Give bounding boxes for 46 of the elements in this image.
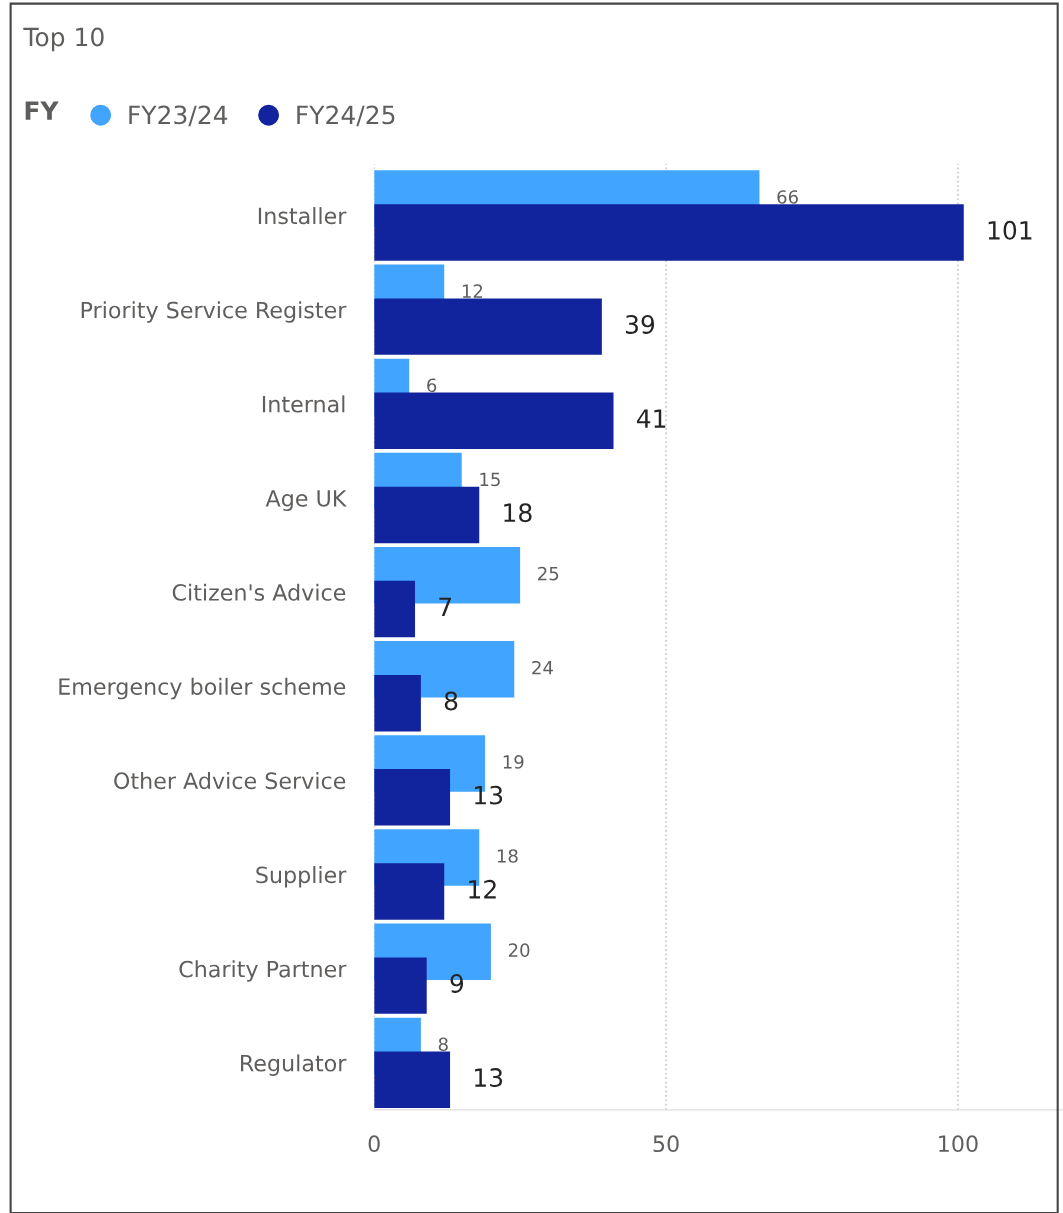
bar <box>374 957 427 1014</box>
data-label: 7 <box>439 597 452 616</box>
bar <box>374 392 614 450</box>
legend-title: FY <box>25 101 59 120</box>
bar <box>374 486 480 544</box>
data-label: 25 <box>538 566 559 581</box>
y-tick-label: Internal <box>262 395 345 413</box>
data-label: 15 <box>480 472 500 487</box>
x-tick-label: 0 <box>368 1135 380 1153</box>
y-tick-label: Emergency boiler scheme <box>59 677 346 700</box>
bar <box>374 204 964 261</box>
bar <box>374 298 602 355</box>
data-label: 39 <box>625 314 655 334</box>
y-tick-label: Priority Service Register <box>81 301 347 323</box>
x-tick-label: 50 <box>653 1135 679 1153</box>
y-tick-label: Regulator <box>241 1054 347 1076</box>
data-label: 18 <box>497 849 518 863</box>
bar <box>374 580 416 638</box>
data-label: 66 <box>777 190 798 204</box>
data-label: 24 <box>532 660 553 675</box>
y-tick-label: Supplier <box>256 866 347 888</box>
data-label: 41 <box>636 409 666 428</box>
data-label: 12 <box>462 284 483 298</box>
bar <box>374 769 451 826</box>
bar <box>374 1051 451 1109</box>
bar <box>374 674 421 732</box>
data-label: 13 <box>475 785 503 805</box>
legend-label: FY24/25 <box>297 105 395 127</box>
data-label: 18 <box>504 503 532 523</box>
bar <box>374 863 445 920</box>
text: Top 10 <box>23 27 104 52</box>
x-tick-label: 100 <box>939 1135 978 1153</box>
data-label: 8 <box>438 1037 448 1052</box>
y-tick-label: Other Advice Service <box>114 771 346 790</box>
data-label: 12 <box>469 879 496 899</box>
data-label: 6 <box>427 378 437 393</box>
y-tick-label: Installer <box>258 207 347 225</box>
legend-label: FY23/24 <box>129 105 228 127</box>
data-label: 13 <box>475 1068 503 1088</box>
data-label: 101 <box>988 220 1032 240</box>
data-label: 19 <box>503 755 524 769</box>
data-label: 20 <box>508 943 530 957</box>
y-tick-label: Charity Partner <box>179 960 347 982</box>
data-label: 8 <box>444 691 458 711</box>
y-tick-label: Age UK <box>265 490 347 512</box>
y-tick-label: Citizen's Advice <box>172 583 346 601</box>
